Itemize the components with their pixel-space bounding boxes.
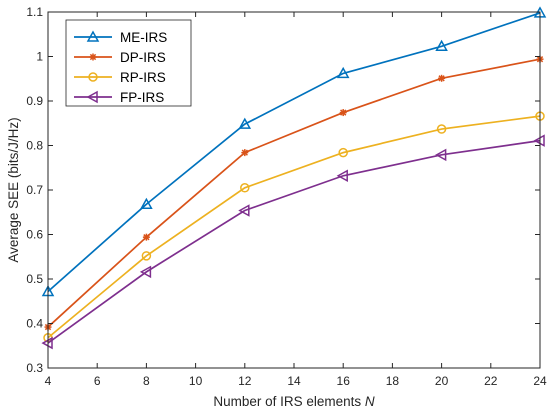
data-point — [140, 197, 153, 209]
legend-label: RP-IRS — [120, 70, 166, 85]
data-point — [336, 66, 350, 79]
y-tick-label: 1.1 — [26, 5, 43, 19]
x-tick-label: 12 — [238, 374, 252, 388]
x-tick-label: 24 — [533, 374, 547, 388]
y-tick-label: 0.3 — [26, 361, 43, 375]
series-line — [47, 115, 541, 339]
legend: ME-IRS DP-IRS RP-IRS FP-IRS — [65, 19, 192, 107]
data-point — [238, 117, 252, 129]
series-line — [47, 12, 541, 293]
legend-label: FP-IRS — [120, 90, 164, 105]
data-point — [238, 204, 250, 217]
x-tick-label: 22 — [484, 374, 498, 388]
legend-marker — [89, 53, 97, 61]
data-point — [241, 149, 249, 157]
data-point — [435, 39, 448, 52]
legend-box — [65, 19, 192, 107]
legend-label: DP-IRS — [120, 50, 166, 65]
x-tick-label: 6 — [94, 374, 101, 388]
data-point — [438, 74, 446, 82]
y-tick-label: 1 — [36, 50, 43, 64]
y-tick-label: 0.7 — [26, 183, 43, 197]
legend-marker — [86, 90, 98, 104]
x-tick-label: 8 — [143, 374, 150, 388]
y-tick-label: 0.9 — [26, 94, 43, 108]
data-point — [142, 233, 150, 241]
x-axis-label: Number of IRS elements N — [213, 394, 375, 409]
y-axis-label: Average SEE (bits/J/Hz) — [6, 117, 21, 262]
x-tick-label: 16 — [337, 374, 351, 388]
data-point — [139, 265, 152, 279]
data-point — [141, 251, 152, 261]
y-tick-label: 0.8 — [26, 139, 43, 153]
x-tick-label: 18 — [386, 374, 400, 388]
data-point — [436, 124, 447, 134]
x-tick-label: 20 — [435, 374, 449, 388]
x-tick-label: 10 — [189, 374, 203, 388]
legend-item: FP-IRS — [74, 90, 164, 105]
legend-marker — [88, 72, 98, 82]
data-point — [339, 109, 347, 117]
data-point — [338, 147, 348, 158]
legend-item: RP-IRS — [74, 70, 166, 85]
y-tick-label: 0.5 — [26, 272, 43, 286]
data-point — [240, 183, 250, 193]
legend-label: ME-IRS — [120, 30, 167, 45]
data-point — [435, 148, 447, 162]
y-tick-label: 0.4 — [26, 317, 43, 331]
legend-marker — [86, 30, 100, 42]
x-tick-label: 4 — [45, 374, 52, 388]
series-line — [47, 139, 541, 344]
legend-item: ME-IRS — [74, 30, 167, 45]
series-line — [47, 58, 541, 328]
x-tick-label: 14 — [287, 374, 301, 388]
data-point — [336, 169, 348, 183]
legend-item: DP-IRS — [74, 50, 166, 65]
y-tick-label: 0.6 — [26, 228, 43, 242]
